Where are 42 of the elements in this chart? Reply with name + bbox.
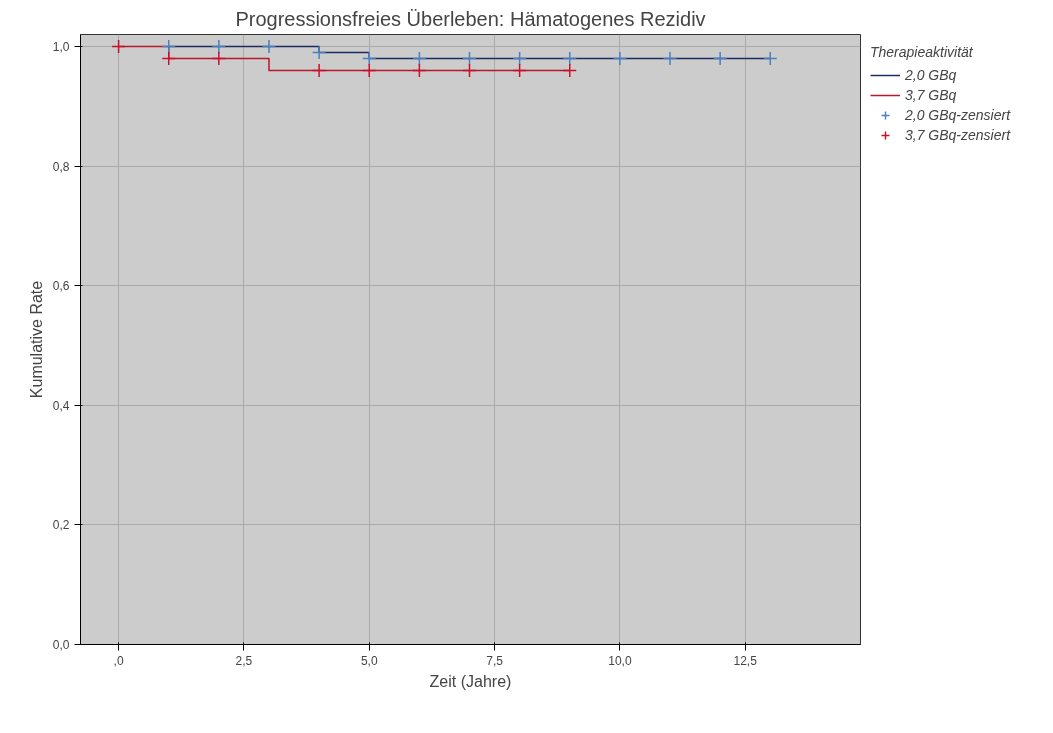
x-tick-label: 5,0 (360, 653, 378, 668)
point (612, 51, 628, 66)
point (211, 39, 227, 54)
point (763, 51, 778, 66)
legend-title: Therapieaktivität (870, 44, 974, 60)
point (562, 63, 577, 78)
legend-label: 3,7 GBq-zensiert (905, 127, 1011, 143)
x-tick-label: 7,5 (486, 653, 504, 668)
x-tick-label: ,0 (113, 653, 124, 668)
point (562, 51, 577, 66)
legend-label: 2,0 GBq-zensiert (905, 107, 1011, 123)
y-tick-label: 1,0 (52, 39, 70, 54)
point (412, 63, 427, 78)
point (311, 45, 327, 60)
point (361, 51, 377, 66)
x-tick-label: 12,5 (733, 653, 758, 668)
point (662, 51, 678, 66)
point (712, 51, 728, 66)
point (261, 39, 277, 54)
point (111, 39, 126, 54)
point (161, 51, 176, 66)
point (512, 51, 527, 66)
y-tick-label: 0,8 (52, 159, 70, 174)
y-tick-label: 0,4 (52, 398, 70, 413)
point (462, 63, 477, 78)
legend-label: 3,7 GBq (905, 87, 957, 103)
point (512, 63, 527, 78)
point (412, 51, 427, 66)
chart-title: Progressionsfreies Überleben: Hämatogenes Rezidiv (235, 7, 706, 30)
y-tick-label: 0,0 (52, 638, 70, 652)
x-tick-label: 10,0 (608, 653, 632, 668)
point (462, 51, 477, 66)
point (361, 63, 377, 78)
y-tick-label: 0,2 (52, 518, 70, 533)
point (311, 63, 327, 78)
y-tick-label: 0,6 (52, 279, 70, 294)
point (161, 39, 176, 54)
x-axis-title: Zeit (Jahre) (429, 672, 512, 690)
point (211, 51, 227, 66)
legend-label: 2,0 GBq (905, 67, 957, 83)
x-tick-label: 2,5 (235, 653, 253, 668)
y-axis-title: Kumulative Rate (27, 280, 45, 399)
